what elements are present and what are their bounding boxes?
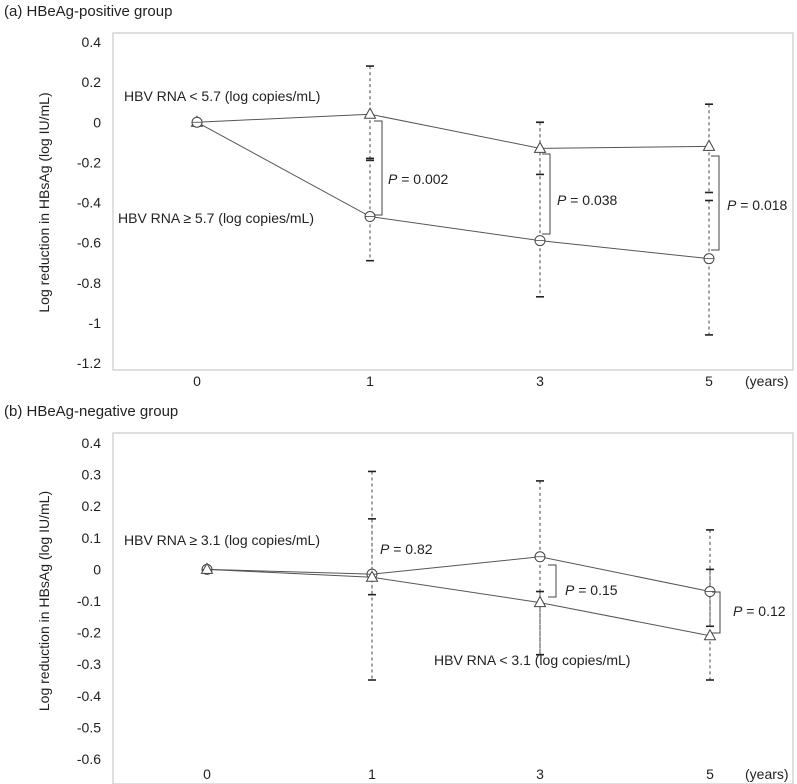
series-label: HBV RNA ≥ 3.1 (log copies/mL): [124, 532, 320, 548]
pvalue-symbol: P: [380, 541, 390, 557]
pvalue-bracket: [548, 564, 557, 598]
y-tick-label: -0.4: [77, 688, 101, 704]
x-tick-label: 5: [706, 766, 714, 782]
pvalue-value: = 0.15: [574, 582, 617, 598]
y-tick-label: -0.1: [77, 593, 101, 609]
y-tick-label: -0.3: [77, 656, 101, 672]
pvalue-bracket: [711, 155, 720, 251]
series-label: HBV RNA < 5.7 (log copies/mL): [124, 88, 320, 104]
series-line: [206, 568, 711, 637]
series-line: [196, 121, 710, 260]
x-tick-label: 1: [366, 373, 374, 389]
y-tick-label: -0.5: [77, 719, 101, 735]
y-tick-label: -0.8: [77, 275, 101, 291]
y-tick-label: 0.3: [82, 467, 102, 483]
chart-panel-a: (a) HBeAg-positive group 0.4 0.2 0 -0.2 -0.4 -…: [4, 3, 794, 389]
y-tick-label: 0.2: [82, 498, 102, 514]
y-axis-label: Log reduction in HBsAg (log IU/mL): [36, 92, 52, 312]
y-tick-label: -0.2: [77, 154, 101, 170]
pvalue-bracket: [374, 120, 383, 216]
y-tick-label: 0.1: [82, 530, 102, 546]
pvalue-value: = 0.018: [736, 197, 787, 213]
x-tick-label: 1: [368, 766, 376, 782]
panel-title: (a) HBeAg-positive group: [4, 3, 172, 20]
pvalue-symbol: P: [557, 192, 567, 208]
plot-frame: [112, 432, 794, 784]
panel-title: (b) HBeAg-negative group: [4, 403, 178, 420]
pvalue-label: P = 0.018: [727, 197, 788, 213]
pvalue-value: = 0.038: [566, 192, 617, 208]
x-tick-label: 5: [705, 373, 713, 389]
y-tick-label: -1: [89, 315, 102, 331]
pvalue-value: = 0.82: [389, 541, 432, 557]
y-tick-label: 0: [93, 114, 101, 130]
series-line: [196, 113, 710, 149]
y-tick-label: 0: [93, 561, 101, 577]
pvalue-label: P = 0.12: [733, 603, 786, 619]
x-axis-unit: (years): [745, 766, 789, 782]
data-point-triangle: [533, 595, 547, 608]
pvalue-label: P = 0.002: [388, 171, 449, 187]
y-tick-label: -0.6: [77, 235, 101, 251]
y-axis-label: Log reduction in HBsAg (log IU/mL): [36, 491, 52, 711]
data-point-triangle: [365, 570, 379, 582]
pvalue-value: = 0.12: [742, 603, 785, 619]
x-tick-label: 0: [203, 766, 211, 782]
x-tick-label: 3: [536, 766, 544, 782]
series-label: HBV RNA < 3.1 (log copies/mL): [434, 652, 630, 668]
data-point-triangle: [363, 107, 377, 119]
pvalue-value: = 0.002: [397, 171, 448, 187]
data-point-triangle: [533, 141, 547, 153]
data-point-triangle: [702, 139, 716, 151]
y-tick-label: -0.4: [77, 195, 101, 211]
pvalue-label: P = 0.15: [565, 582, 618, 598]
x-tick-label: 3: [536, 373, 544, 389]
pvalue-bracket: [712, 591, 721, 634]
data-point-triangle: [200, 562, 214, 574]
y-tick-label: 0.4: [82, 34, 102, 50]
y-tick-label: 0.2: [82, 74, 102, 90]
plot-frame: [112, 32, 794, 371]
y-tick-label: -0.6: [77, 751, 101, 767]
y-tick-label: -0.2: [77, 625, 101, 641]
pvalue-label: P = 0.038: [557, 192, 618, 208]
y-tick-label: -1.2: [77, 355, 101, 371]
y-tick-label: 0.4: [82, 435, 102, 451]
pvalue-symbol: P: [733, 603, 743, 619]
series-label: HBV RNA ≥ 5.7 (log copies/mL): [118, 210, 314, 226]
x-tick-label: 0: [193, 373, 201, 389]
pvalue-symbol: P: [727, 197, 737, 213]
x-axis-unit: (years): [745, 373, 789, 389]
pvalue-bracket: [542, 153, 551, 235]
pvalue-symbol: P: [565, 582, 575, 598]
pvalue-symbol: P: [388, 171, 398, 187]
pvalue-label: P = 0.82: [380, 541, 433, 557]
data-point-triangle: [703, 628, 717, 641]
series-line: [206, 556, 711, 593]
chart-panel-b: (b) HBeAg-negative group 0.4 0.3 0.2 0.1 0 -0.…: [4, 403, 794, 784]
